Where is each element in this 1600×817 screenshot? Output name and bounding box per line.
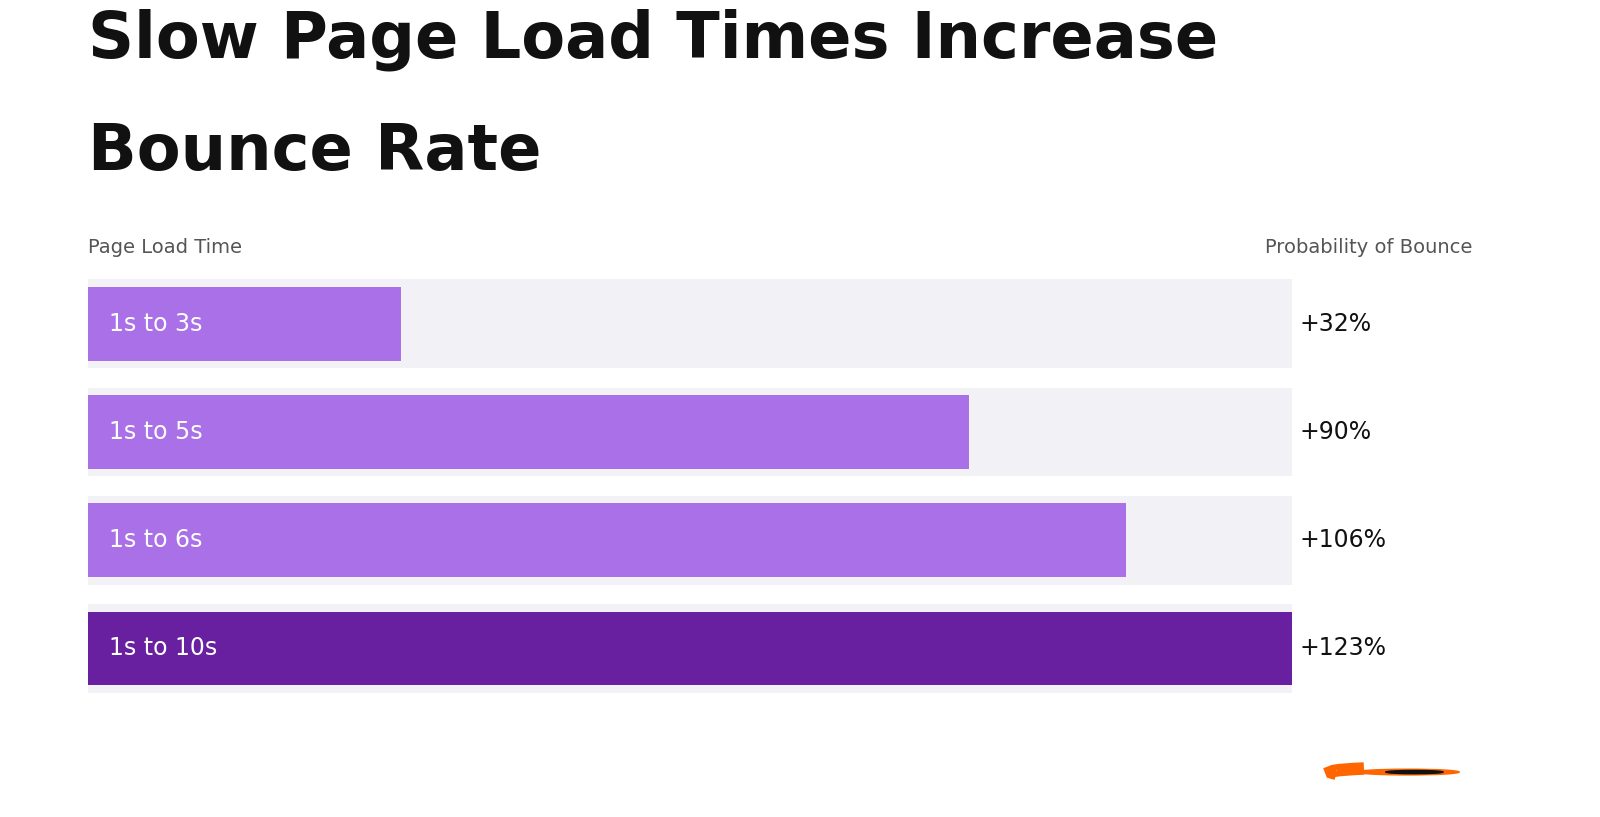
Text: Page Load Time: Page Load Time <box>88 239 242 257</box>
Circle shape <box>1357 769 1459 775</box>
Text: +32%: +32% <box>1299 312 1371 336</box>
FancyBboxPatch shape <box>88 503 1126 577</box>
Text: +106%: +106% <box>1299 529 1386 552</box>
FancyBboxPatch shape <box>88 279 1293 368</box>
FancyBboxPatch shape <box>88 395 970 469</box>
FancyBboxPatch shape <box>88 287 402 360</box>
FancyBboxPatch shape <box>88 612 1293 685</box>
FancyBboxPatch shape <box>88 604 1293 693</box>
Text: +90%: +90% <box>1299 420 1371 444</box>
Text: 1s to 10s: 1s to 10s <box>109 636 218 660</box>
Text: +123%: +123% <box>1299 636 1386 660</box>
Circle shape <box>1386 770 1443 774</box>
Text: Bounce Rate: Bounce Rate <box>88 120 541 182</box>
FancyBboxPatch shape <box>88 496 1293 585</box>
Text: 1s to 3s: 1s to 3s <box>109 312 202 336</box>
Text: Probability of Bounce: Probability of Bounce <box>1264 239 1472 257</box>
FancyBboxPatch shape <box>88 387 1293 476</box>
Text: 1s to 5s: 1s to 5s <box>109 420 202 444</box>
Text: 1s to 6s: 1s to 6s <box>109 529 202 552</box>
Text: semrush.com: semrush.com <box>64 763 186 781</box>
Text: SEMRUSH: SEMRUSH <box>1368 757 1536 787</box>
Text: Slow Page Load Times Increase: Slow Page Load Times Increase <box>88 8 1218 70</box>
